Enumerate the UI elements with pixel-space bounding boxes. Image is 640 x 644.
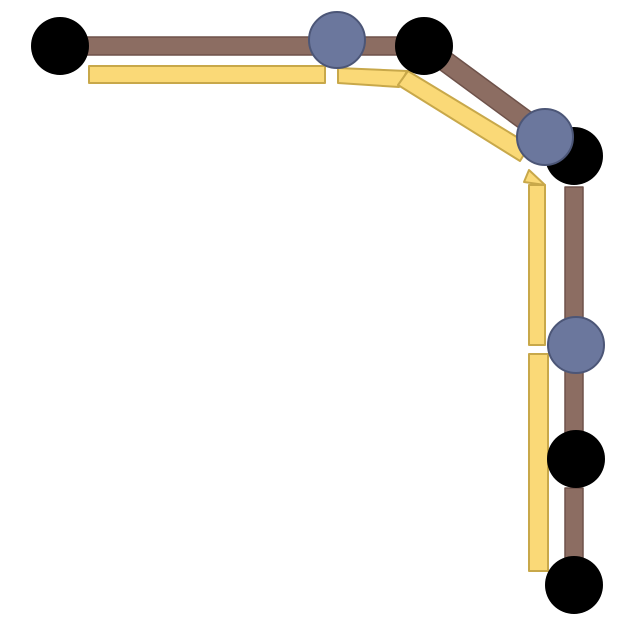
offset-segment-top-joint (337, 67, 408, 88)
node-black-top-left (31, 17, 89, 75)
offset-segment-diagonal (397, 70, 531, 162)
offset-segment-top-left (88, 65, 326, 84)
node-blue-right (547, 316, 605, 374)
node-black-top-right (395, 17, 453, 75)
node-black-right-middle (547, 430, 605, 488)
node-black-bottom (545, 556, 603, 614)
node-blue-corner (516, 108, 574, 166)
black-nodes (31, 17, 605, 614)
blue-nodes (308, 11, 605, 374)
offset-segment-corner-tip (523, 169, 546, 186)
offset-path (88, 65, 549, 572)
offset-segment-right-lower (528, 353, 549, 572)
offset-segment-right-upper (528, 184, 546, 346)
original-segment-top (59, 36, 425, 56)
node-blue-top (308, 11, 366, 69)
